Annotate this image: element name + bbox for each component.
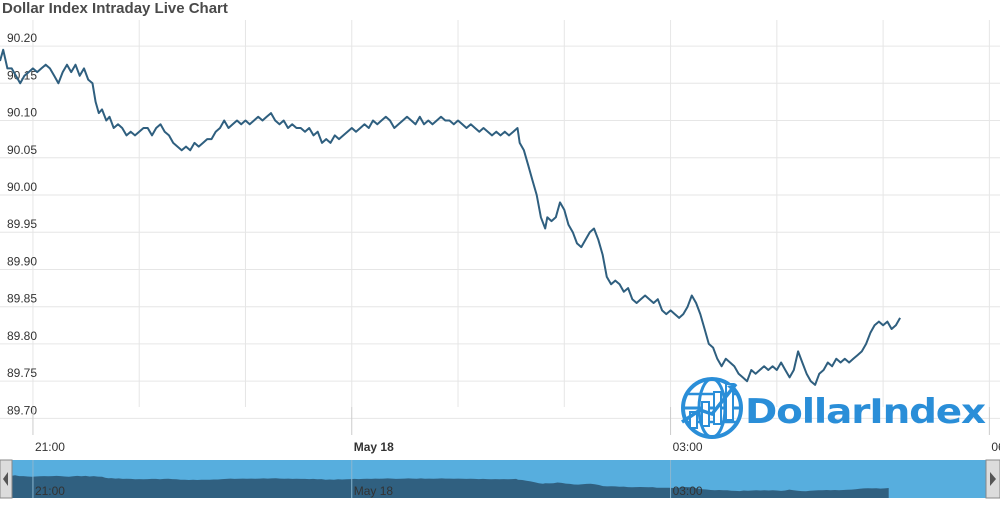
y-tick-label: 90.20 bbox=[7, 31, 37, 45]
y-tick-label: 89.80 bbox=[7, 329, 37, 343]
navigator-tick-label: May 18 bbox=[354, 484, 394, 498]
globe-icon bbox=[681, 377, 743, 439]
arrow-left-icon bbox=[3, 472, 8, 486]
y-tick-label: 90.05 bbox=[7, 143, 37, 157]
navigator-left-handle[interactable] bbox=[0, 459, 13, 499]
y-tick-label: 90.00 bbox=[7, 180, 37, 194]
vertical-grid bbox=[32, 20, 990, 407]
logo-wordmark: DollarIndex bbox=[745, 392, 986, 432]
x-axis-ticks: 21:00 May 18 03:00 06:00 bbox=[32, 407, 1000, 454]
x-tick-label: May 18 bbox=[354, 440, 394, 454]
y-tick-label: 89.85 bbox=[7, 292, 37, 306]
y-tick-label: 89.90 bbox=[7, 254, 37, 268]
horizontal-grid bbox=[0, 45, 1000, 419]
x-tick-label: 21:00 bbox=[35, 440, 65, 454]
navigator-tick-label: 21:00 bbox=[35, 484, 65, 498]
series-line bbox=[0, 48, 901, 386]
y-tick-label: 90.10 bbox=[7, 106, 37, 120]
arrow-right-icon bbox=[990, 472, 996, 486]
y-tick-label: 89.95 bbox=[7, 217, 37, 231]
y-tick-label: 89.75 bbox=[7, 366, 37, 380]
y-tick-label: 89.70 bbox=[7, 403, 37, 417]
x-tick-label: 06:00 bbox=[991, 440, 1000, 454]
chart-title: Dollar Index Intraday Live Chart bbox=[2, 0, 228, 17]
navigator-series-area bbox=[12, 475, 889, 498]
navigator-right-handle[interactable] bbox=[985, 459, 1000, 499]
x-tick-label: 03:00 bbox=[673, 440, 703, 454]
y-axis-ticks: 90.2090.1590.1090.0590.0089.9589.9089.85… bbox=[7, 31, 37, 417]
dollarindex-logo: DollarIndex bbox=[681, 377, 987, 439]
navigator-tick-label: 03:00 bbox=[673, 484, 703, 498]
